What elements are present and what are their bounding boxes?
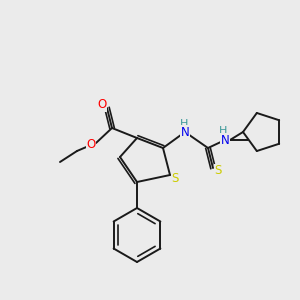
Text: O: O bbox=[86, 139, 96, 152]
Text: S: S bbox=[214, 164, 222, 178]
Text: H: H bbox=[219, 126, 227, 136]
Text: O: O bbox=[98, 98, 106, 112]
Text: N: N bbox=[220, 134, 230, 146]
Text: S: S bbox=[171, 172, 179, 184]
Text: N: N bbox=[181, 125, 189, 139]
Text: H: H bbox=[180, 119, 188, 129]
